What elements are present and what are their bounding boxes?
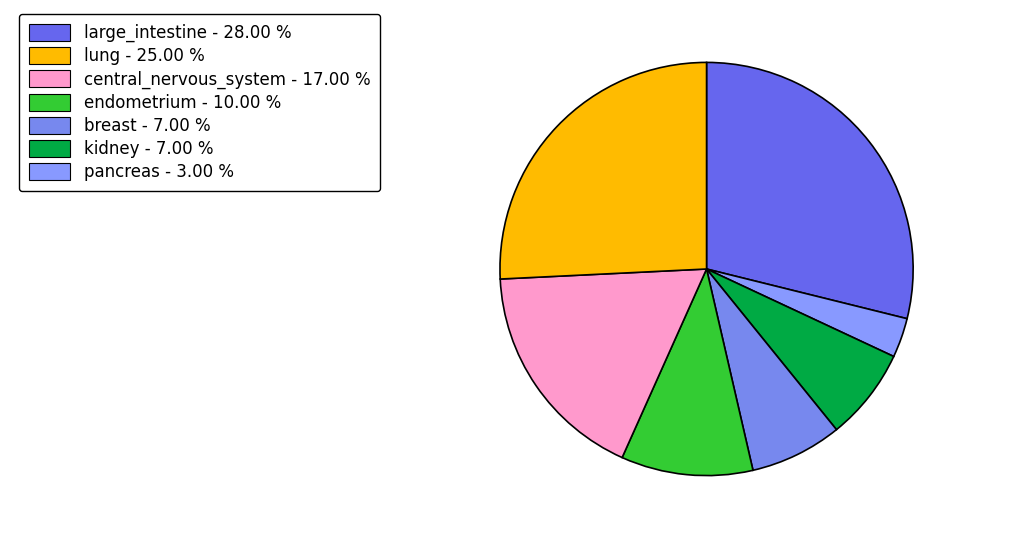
Wedge shape bbox=[707, 269, 894, 430]
Wedge shape bbox=[707, 269, 907, 357]
Wedge shape bbox=[707, 269, 837, 470]
Legend: large_intestine - 28.00 %, lung - 25.00 %, central_nervous_system - 17.00 %, end: large_intestine - 28.00 %, lung - 25.00 … bbox=[18, 13, 380, 192]
Wedge shape bbox=[707, 62, 913, 318]
Wedge shape bbox=[500, 269, 707, 457]
Wedge shape bbox=[500, 62, 707, 279]
Wedge shape bbox=[623, 269, 753, 476]
